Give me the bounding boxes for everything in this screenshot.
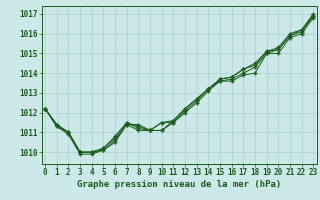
X-axis label: Graphe pression niveau de la mer (hPa): Graphe pression niveau de la mer (hPa) bbox=[77, 180, 281, 189]
